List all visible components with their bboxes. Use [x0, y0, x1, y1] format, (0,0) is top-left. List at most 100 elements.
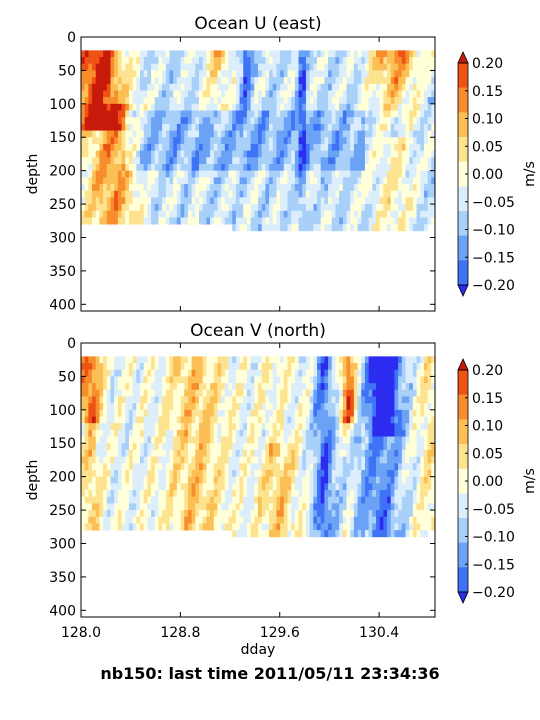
heatmap-cell	[187, 396, 193, 404]
heatmap-cell	[394, 396, 399, 404]
heatmap-cell	[199, 396, 204, 404]
heatmap-cell	[106, 150, 111, 158]
heatmap-cell	[246, 510, 252, 518]
heatmap-cell	[376, 516, 381, 524]
heatmap-cell	[125, 436, 130, 444]
heatmap-cell	[398, 123, 403, 131]
heatmap-cell	[379, 429, 384, 437]
heatmap-cell	[165, 523, 170, 531]
heatmap-cell	[298, 123, 303, 131]
heatmap-cell	[169, 197, 174, 205]
heatmap-cell	[125, 403, 130, 411]
heatmap-cell	[346, 70, 351, 78]
heatmap-cell	[305, 57, 311, 65]
heatmap-cell	[165, 163, 170, 172]
heatmap-cell	[81, 496, 86, 504]
heatmap-cell	[195, 416, 200, 424]
heatmap-cell	[117, 409, 122, 417]
heatmap-cell	[328, 90, 333, 98]
heatmap-cell	[280, 356, 285, 364]
heatmap-cell	[269, 197, 274, 205]
heatmap-cell	[412, 150, 417, 158]
heatmap-cell	[390, 389, 395, 397]
heatmap-cell	[258, 396, 263, 404]
heatmap-cell	[272, 396, 277, 404]
heatmap-cell	[387, 436, 392, 444]
heatmap-cell	[383, 510, 388, 518]
heatmap-cell	[416, 63, 421, 71]
heatmap-cell	[353, 369, 358, 377]
heatmap-cell	[324, 416, 329, 424]
heatmap-cell	[302, 217, 307, 225]
heatmap-cell	[320, 403, 325, 411]
heatmap-cell	[324, 510, 329, 518]
heatmap-cell	[184, 476, 189, 484]
heatmap-cell	[265, 204, 270, 212]
heatmap-cell	[232, 103, 237, 111]
heatmap-cell	[158, 510, 163, 518]
heatmap-cell	[320, 110, 325, 118]
heatmap-cell	[106, 403, 111, 411]
heatmap-cell	[398, 210, 403, 218]
heatmap-cell	[353, 476, 358, 484]
heatmap-cell	[169, 389, 174, 397]
heatmap-cell	[287, 456, 292, 464]
heatmap-cell	[305, 403, 311, 411]
heatmap-cell	[173, 177, 178, 185]
heatmap-cell	[364, 83, 370, 91]
heatmap-cell	[184, 197, 189, 205]
heatmap-cell	[243, 436, 248, 444]
heatmap-cell	[184, 416, 189, 424]
heatmap-cell	[199, 456, 204, 464]
heatmap-cell	[309, 204, 314, 212]
heatmap-cell	[213, 157, 218, 165]
heatmap-cell	[294, 423, 299, 431]
heatmap-cell	[353, 50, 358, 58]
heatmap-cell	[294, 356, 299, 364]
heatmap-cell	[405, 356, 410, 364]
heatmap-cell	[162, 130, 167, 138]
heatmap-cell	[176, 463, 181, 471]
heatmap-cell	[313, 443, 318, 451]
heatmap-cell	[228, 190, 233, 198]
heatmap-cell	[265, 70, 270, 78]
heatmap-cell	[305, 490, 311, 498]
heatmap-cell	[372, 416, 377, 424]
heatmap-cell	[324, 143, 329, 152]
heatmap-cell	[302, 423, 307, 431]
heatmap-cell	[283, 83, 288, 91]
heatmap-cell	[383, 143, 388, 152]
heatmap-cell	[431, 204, 436, 212]
heatmap-cell	[136, 356, 141, 364]
heatmap-cell	[254, 496, 259, 504]
heatmap-cell	[405, 204, 410, 212]
heatmap-cell	[187, 456, 193, 464]
heatmap-cell	[210, 376, 215, 384]
heatmap-cell	[187, 383, 193, 391]
heatmap-cell	[213, 110, 218, 118]
heatmap-cell	[132, 449, 137, 458]
heatmap-cell	[298, 184, 303, 192]
heatmap-cell	[210, 170, 215, 178]
heatmap-cell	[254, 476, 259, 484]
heatmap-cell	[254, 50, 259, 58]
heatmap-cell	[84, 210, 89, 218]
colorbar-band	[458, 112, 468, 138]
heatmap-cell	[265, 436, 270, 444]
heatmap-cell	[346, 143, 351, 152]
heatmap-cell	[117, 376, 122, 384]
heatmap-cell	[328, 163, 333, 172]
heatmap-cell	[243, 204, 248, 212]
heatmap-cell	[232, 123, 237, 131]
heatmap-cell	[339, 130, 344, 138]
heatmap-cell	[320, 383, 325, 391]
heatmap-cell	[103, 123, 108, 131]
heatmap-cell	[258, 363, 263, 371]
heatmap-cell	[254, 83, 259, 91]
heatmap-cell	[121, 204, 126, 212]
heatmap-cell	[132, 363, 137, 371]
heatmap-cell	[132, 197, 137, 205]
heatmap-cell	[195, 103, 200, 111]
heatmap-cell	[184, 83, 189, 91]
heatmap-cell	[243, 449, 248, 458]
